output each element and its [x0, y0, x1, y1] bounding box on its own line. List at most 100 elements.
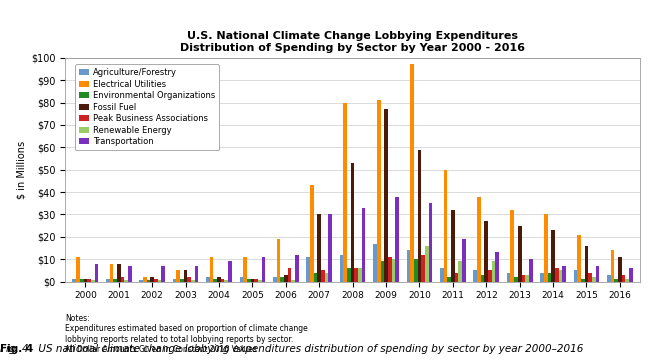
Bar — [113, 279, 117, 282]
Text: Notes:
Expenditures estimated based on proportion of climate change
lobbying rep: Notes: Expenditures estimated based on p… — [65, 314, 308, 354]
Bar — [91, 280, 95, 282]
Bar — [183, 270, 187, 282]
Bar — [414, 259, 418, 282]
Bar — [287, 268, 291, 282]
Bar — [280, 277, 284, 282]
Bar — [548, 273, 551, 282]
Bar — [214, 279, 217, 282]
Bar — [373, 244, 377, 282]
Bar — [584, 246, 588, 282]
Bar — [243, 257, 247, 282]
Bar — [384, 109, 388, 282]
Bar — [355, 268, 358, 282]
Bar — [485, 221, 488, 282]
Bar — [454, 273, 458, 282]
Bar — [381, 261, 384, 282]
Bar — [451, 210, 454, 282]
Bar — [395, 196, 399, 282]
Bar — [629, 268, 633, 282]
Bar — [117, 264, 121, 282]
Bar — [139, 280, 143, 282]
Bar — [577, 235, 581, 282]
Bar — [481, 275, 485, 282]
Y-axis label: $ in Millions: $ in Millions — [17, 140, 27, 199]
Bar — [306, 257, 310, 282]
Bar — [518, 226, 522, 282]
Bar — [262, 257, 265, 282]
Bar — [310, 185, 313, 282]
Bar — [84, 279, 88, 282]
Bar — [124, 280, 128, 282]
Bar — [106, 279, 110, 282]
Bar — [295, 255, 298, 282]
Bar — [88, 279, 91, 282]
Bar — [558, 270, 562, 282]
Bar — [418, 149, 421, 282]
Bar — [251, 279, 254, 282]
Bar — [492, 261, 496, 282]
Bar — [273, 277, 277, 282]
Bar — [473, 270, 477, 282]
Bar — [147, 280, 150, 282]
Bar — [225, 280, 228, 282]
Bar — [258, 280, 262, 282]
Bar — [80, 279, 84, 282]
Text: Fig. 4: Fig. 4 — [0, 344, 33, 354]
Bar — [544, 214, 548, 282]
Bar — [614, 279, 618, 282]
Bar — [317, 214, 321, 282]
Bar — [551, 230, 555, 282]
Bar — [618, 257, 622, 282]
Bar — [447, 277, 451, 282]
Bar — [525, 275, 529, 282]
Bar — [206, 277, 210, 282]
Bar — [187, 277, 191, 282]
Bar — [347, 268, 351, 282]
Bar — [328, 214, 332, 282]
Bar — [407, 250, 410, 282]
Bar — [150, 277, 154, 282]
Bar — [588, 273, 592, 282]
Bar — [247, 279, 251, 282]
Bar — [496, 252, 499, 282]
Bar — [254, 279, 258, 282]
Bar — [351, 163, 355, 282]
Bar — [325, 273, 328, 282]
Bar — [210, 257, 214, 282]
Bar — [176, 270, 180, 282]
Bar — [95, 264, 98, 282]
Bar — [522, 275, 525, 282]
Bar — [277, 239, 280, 282]
Bar — [462, 239, 466, 282]
Bar — [514, 277, 518, 282]
Bar — [128, 266, 132, 282]
Bar — [555, 268, 558, 282]
Bar — [458, 261, 462, 282]
Bar — [562, 266, 566, 282]
Bar — [321, 270, 325, 282]
Bar — [425, 246, 428, 282]
Legend: Agriculture/Forestry, Electrical Utilities, Environmental Organizations, Fossil : Agriculture/Forestry, Electrical Utiliti… — [75, 64, 219, 151]
Bar — [388, 257, 392, 282]
Bar — [592, 277, 596, 282]
Bar — [143, 277, 147, 282]
Bar — [421, 255, 425, 282]
Bar — [511, 210, 514, 282]
Bar — [443, 170, 447, 282]
Bar — [284, 275, 287, 282]
Bar — [291, 280, 295, 282]
Bar — [410, 65, 414, 282]
Bar — [343, 103, 347, 282]
Bar — [76, 257, 80, 282]
Bar — [240, 277, 243, 282]
Bar — [377, 100, 381, 282]
Bar — [172, 279, 176, 282]
Title: U.S. National Climate Change Lobbying Expenditures
Distribution of Spending by S: U.S. National Climate Change Lobbying Ex… — [180, 31, 525, 53]
Bar — [507, 273, 511, 282]
Bar — [228, 261, 232, 282]
Bar — [191, 280, 195, 282]
Bar — [607, 275, 611, 282]
Bar — [581, 279, 584, 282]
Bar — [529, 259, 533, 282]
Bar — [161, 266, 165, 282]
